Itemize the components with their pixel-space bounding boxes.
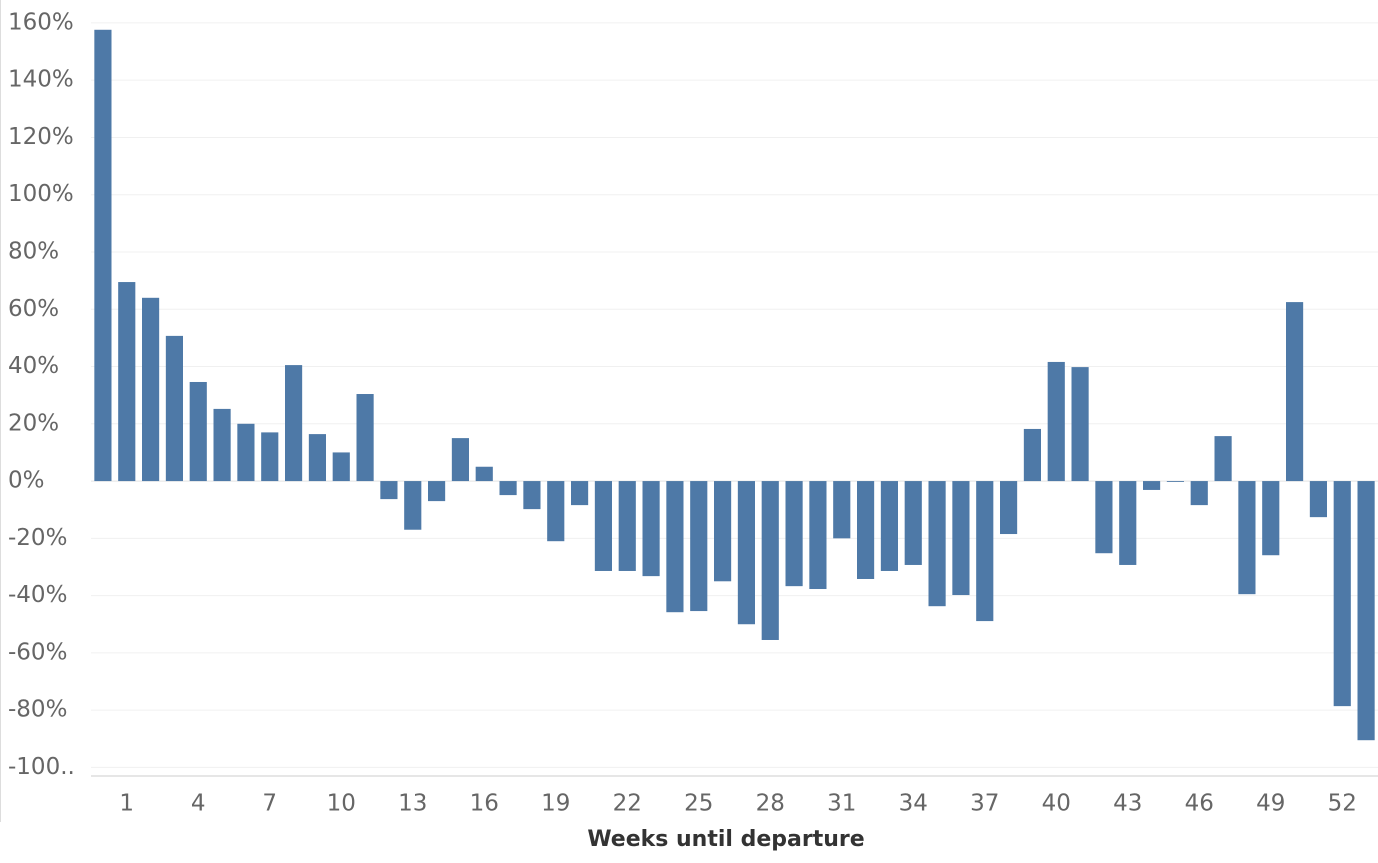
bar	[761, 481, 779, 640]
bar	[690, 481, 708, 612]
bar	[213, 408, 231, 482]
bar	[94, 29, 112, 482]
bar	[1000, 481, 1018, 535]
bar	[714, 481, 732, 582]
x-tick-label: 25	[684, 791, 713, 817]
y-tick-label: -20%	[8, 525, 67, 551]
y-tick-label: -80%	[8, 697, 67, 723]
bar	[1071, 367, 1089, 482]
bar	[1238, 481, 1256, 595]
x-tick-label: 7	[262, 791, 277, 817]
bar	[547, 481, 565, 542]
bar	[857, 481, 875, 579]
y-tick-label: -60%	[8, 639, 67, 665]
bar	[165, 335, 183, 482]
bar	[1333, 481, 1351, 707]
x-tick-label: 43	[1113, 791, 1142, 817]
bar	[118, 282, 136, 482]
y-tick-label: 20%	[8, 410, 59, 436]
y-tick-label: -40%	[8, 582, 67, 608]
bar	[594, 481, 612, 571]
bar	[1286, 302, 1304, 482]
bar	[332, 452, 350, 482]
y-tick-label: 140%	[8, 67, 74, 93]
bar	[1309, 481, 1327, 518]
bar	[618, 481, 636, 571]
x-tick-label: 34	[899, 791, 928, 817]
x-tick-label: 13	[398, 791, 427, 817]
bar	[642, 481, 660, 577]
x-tick-label: 1	[119, 791, 134, 817]
bar	[404, 481, 422, 530]
y-tick-label: 120%	[8, 124, 74, 150]
x-tick-label: 37	[970, 791, 999, 817]
x-tick-label: 4	[191, 791, 206, 817]
bar	[451, 438, 469, 482]
bar	[952, 481, 970, 596]
bar	[880, 481, 898, 571]
bar	[1262, 481, 1280, 556]
bar	[499, 481, 517, 496]
x-tick-label: 10	[327, 791, 356, 817]
x-tick-label: 22	[613, 791, 642, 817]
bar	[1166, 481, 1184, 482]
x-tick-label: 16	[470, 791, 499, 817]
bar	[737, 481, 755, 625]
bar	[928, 481, 946, 607]
x-tick-label: 49	[1256, 791, 1285, 817]
bar	[1214, 436, 1232, 482]
bar	[523, 481, 541, 510]
x-tick-label: 40	[1042, 791, 1071, 817]
bar	[1047, 361, 1065, 482]
y-tick-label: 0%	[8, 468, 45, 494]
bar	[380, 481, 398, 500]
x-tick-label: 31	[827, 791, 856, 817]
y-tick-label: 60%	[8, 296, 59, 322]
bar	[1143, 481, 1161, 490]
bar	[142, 297, 160, 482]
bar	[976, 481, 994, 622]
bar	[189, 381, 207, 482]
bar	[428, 481, 446, 502]
bar	[1119, 481, 1137, 565]
bar	[261, 432, 279, 482]
x-axis-label: Weeks until departure	[587, 827, 864, 852]
bar	[833, 481, 851, 539]
y-tick-label: 40%	[8, 353, 59, 379]
bar	[475, 466, 493, 482]
x-tick-label: 19	[541, 791, 570, 817]
x-tick-label: 52	[1328, 791, 1357, 817]
bar	[904, 481, 922, 565]
bar	[1095, 481, 1113, 554]
y-tick-label: -100..	[8, 754, 75, 780]
bar	[809, 481, 827, 590]
bar	[1190, 481, 1208, 506]
bar	[308, 434, 326, 482]
bar	[356, 394, 374, 482]
y-tick-label: 80%	[8, 238, 59, 264]
bar	[571, 481, 589, 506]
bar	[1023, 428, 1041, 482]
x-tick-label: 28	[756, 791, 785, 817]
x-tick-label: 46	[1185, 791, 1214, 817]
bar	[785, 481, 803, 587]
bar	[1357, 481, 1375, 741]
y-tick-label: 160%	[8, 9, 74, 35]
bar	[285, 365, 303, 482]
bar	[237, 423, 255, 482]
bar	[666, 481, 684, 613]
y-tick-label: 100%	[8, 181, 74, 207]
